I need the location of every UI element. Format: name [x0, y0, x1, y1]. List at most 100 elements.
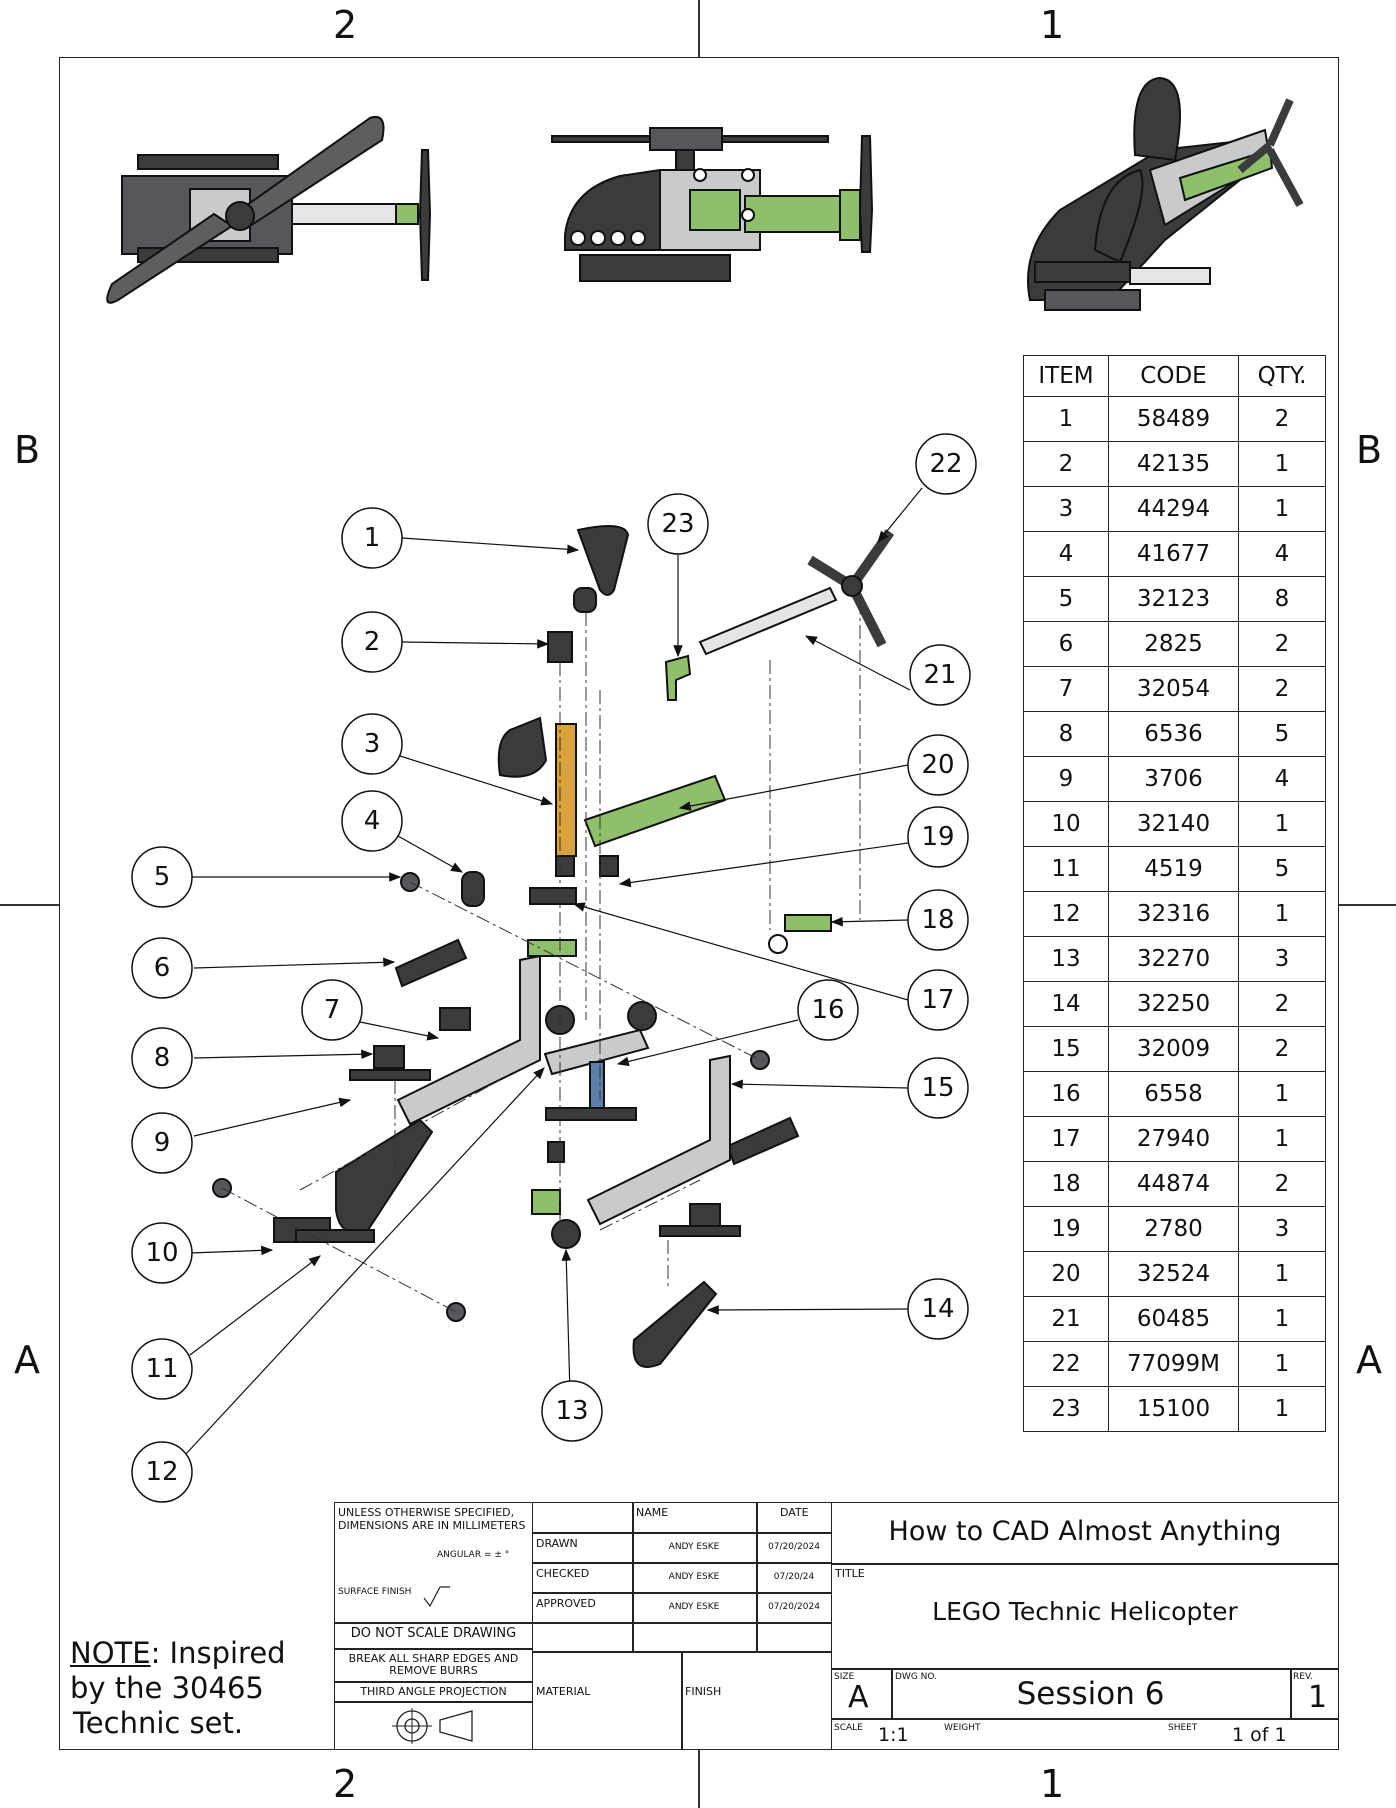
bom-qty-cell: 1 — [1238, 1251, 1326, 1297]
callout-circle-4 — [341, 790, 403, 852]
bom-item-cell: 2 — [1023, 441, 1109, 487]
break-edges-note-2: REMOVE BURRS — [389, 1664, 478, 1677]
bom-code-cell: 44294 — [1108, 486, 1239, 532]
explode-lines — [221, 600, 861, 1313]
bom-item-cell: 20 — [1023, 1251, 1109, 1297]
bom-code-cell: 4519 — [1108, 846, 1239, 892]
callout-20: 20 — [921, 750, 954, 780]
drawing-title: LEGO Technic Helicopter — [932, 1597, 1238, 1626]
checked-label: CHECKED — [536, 1567, 590, 1580]
bom-item-cell: 13 — [1023, 936, 1109, 982]
callout-14: 14 — [921, 1294, 954, 1324]
bom-row: 18 44874 2 — [1023, 1161, 1326, 1207]
spec-note-1: UNLESS OTHERWISE SPECIFIED, — [338, 1506, 515, 1519]
checked-date: 07/20/24 — [773, 1572, 815, 1582]
bom-qty-cell: 1 — [1238, 486, 1326, 532]
rev-label: REV. — [1293, 1672, 1313, 1682]
exploded-assembly — [212, 525, 895, 1368]
approved-label: APPROVED — [536, 1597, 596, 1610]
callout-circle-22 — [915, 433, 977, 495]
projection-label: THIRD ANGLE PROJECTION — [360, 1685, 507, 1698]
bom-item-cell: 5 — [1023, 576, 1109, 622]
bom-code-cell: 6558 — [1108, 1071, 1239, 1117]
callout-23: 23 — [661, 509, 694, 539]
callout-circle-20 — [907, 734, 969, 796]
bom-qty-cell: 3 — [1238, 1206, 1326, 1252]
zone-divider-bottom — [698, 1750, 700, 1808]
bom-code-cell: 44874 — [1108, 1161, 1239, 1207]
bom-header-item: ITEM — [1023, 355, 1109, 397]
bom-row: 9 3706 4 — [1023, 756, 1326, 802]
iso-view — [1027, 76, 1304, 311]
bom-row: 2 42135 1 — [1023, 441, 1326, 487]
bom-row: 11 4519 5 — [1023, 846, 1326, 892]
callout-circle-7 — [301, 979, 363, 1041]
bom-item-cell: 23 — [1023, 1386, 1109, 1432]
bom-qty-cell: 2 — [1238, 1161, 1326, 1207]
bom-qty-cell: 1 — [1238, 1341, 1326, 1387]
bom-code-cell: 42135 — [1108, 441, 1239, 487]
bom-item-cell: 3 — [1023, 486, 1109, 532]
note-prefix: NOTE — [70, 1636, 151, 1670]
bom-code-cell: 32123 — [1108, 576, 1239, 622]
callout-7: 7 — [324, 995, 341, 1025]
bom-qty-cell: 2 — [1238, 396, 1326, 442]
bom-code-cell: 32009 — [1108, 1026, 1239, 1072]
bom-row: 17 27940 1 — [1023, 1116, 1326, 1162]
bom-qty-cell: 5 — [1238, 711, 1326, 757]
bom-item-cell: 9 — [1023, 756, 1109, 802]
size-label: SIZE — [834, 1672, 855, 1682]
callout-4: 4 — [364, 806, 381, 836]
note-line-1: : Inspired — [150, 1636, 286, 1670]
zone-label-right-b: B — [1356, 428, 1383, 472]
bom-body: 1 58489 2 2 42135 1 3 44294 1 4 41677 4 5 32123 8 6 2825… — [1023, 396, 1326, 1432]
bom-item-cell: 11 — [1023, 846, 1109, 892]
bom-qty-cell: 4 — [1238, 531, 1326, 577]
bill-of-materials: ITEM CODE QTY. 1 58489 2 2 42135 1 3 44294 1 4 416… — [1023, 355, 1326, 1432]
bom-qty-cell: 1 — [1238, 441, 1326, 487]
zone-label-left-b: B — [14, 428, 41, 472]
projection-symbol-icon — [392, 1708, 473, 1744]
note-line-3: Technic set. — [73, 1706, 244, 1740]
callout-21: 21 — [923, 660, 956, 690]
callout-circle-18 — [907, 889, 969, 951]
sheet-label: SHEET — [1168, 1723, 1198, 1733]
callout-17: 17 — [921, 985, 954, 1015]
bom-row: 19 2780 3 — [1023, 1206, 1326, 1252]
bom-qty-cell: 2 — [1238, 666, 1326, 712]
sheet-number: 1 of 1 — [1232, 1724, 1287, 1746]
callout-balloons — [131, 433, 977, 1503]
bom-qty-cell: 1 — [1238, 1296, 1326, 1342]
bom-code-cell: 6536 — [1108, 711, 1239, 757]
callout-circle-23 — [647, 493, 709, 555]
callout-22: 22 — [929, 449, 962, 479]
callout-circle-1 — [341, 507, 403, 569]
bom-qty-cell: 2 — [1238, 621, 1326, 667]
bom-code-cell: 41677 — [1108, 531, 1239, 577]
zone-label-bottom-2: 2 — [333, 1762, 358, 1806]
bom-row: 5 32123 8 — [1023, 576, 1326, 622]
bom-row: 23 15100 1 — [1023, 1386, 1326, 1432]
callout-13: 13 — [555, 1396, 588, 1426]
bom-code-cell: 32316 — [1108, 891, 1239, 937]
surface-finish-icon — [423, 1586, 450, 1608]
callout-6: 6 — [154, 953, 171, 983]
bom-item-cell: 17 — [1023, 1116, 1109, 1162]
bom-item-cell: 15 — [1023, 1026, 1109, 1072]
approved-date: 07/20/2024 — [768, 1602, 820, 1612]
bom-item-cell: 14 — [1023, 981, 1109, 1027]
break-edges-note-1: BREAK ALL SHARP EDGES AND — [348, 1652, 519, 1665]
scale-value: 1:1 — [878, 1724, 909, 1746]
note-line-2: by the 30465 — [70, 1671, 264, 1705]
revision: 1 — [1308, 1680, 1328, 1715]
bom-item-cell: 4 — [1023, 531, 1109, 577]
callout-9: 9 — [154, 1128, 171, 1158]
do-not-scale-note: DO NOT SCALE DRAWING — [350, 1626, 517, 1641]
drawing-number: Session 6 — [1016, 1676, 1165, 1712]
sheet-size: A — [848, 1680, 869, 1715]
bom-row: 16 6558 1 — [1023, 1071, 1326, 1117]
callout-circle-10 — [131, 1222, 193, 1284]
surface-finish-label: SURFACE FINISH — [338, 1587, 412, 1597]
bom-item-cell: 8 — [1023, 711, 1109, 757]
callout-18: 18 — [921, 905, 954, 935]
